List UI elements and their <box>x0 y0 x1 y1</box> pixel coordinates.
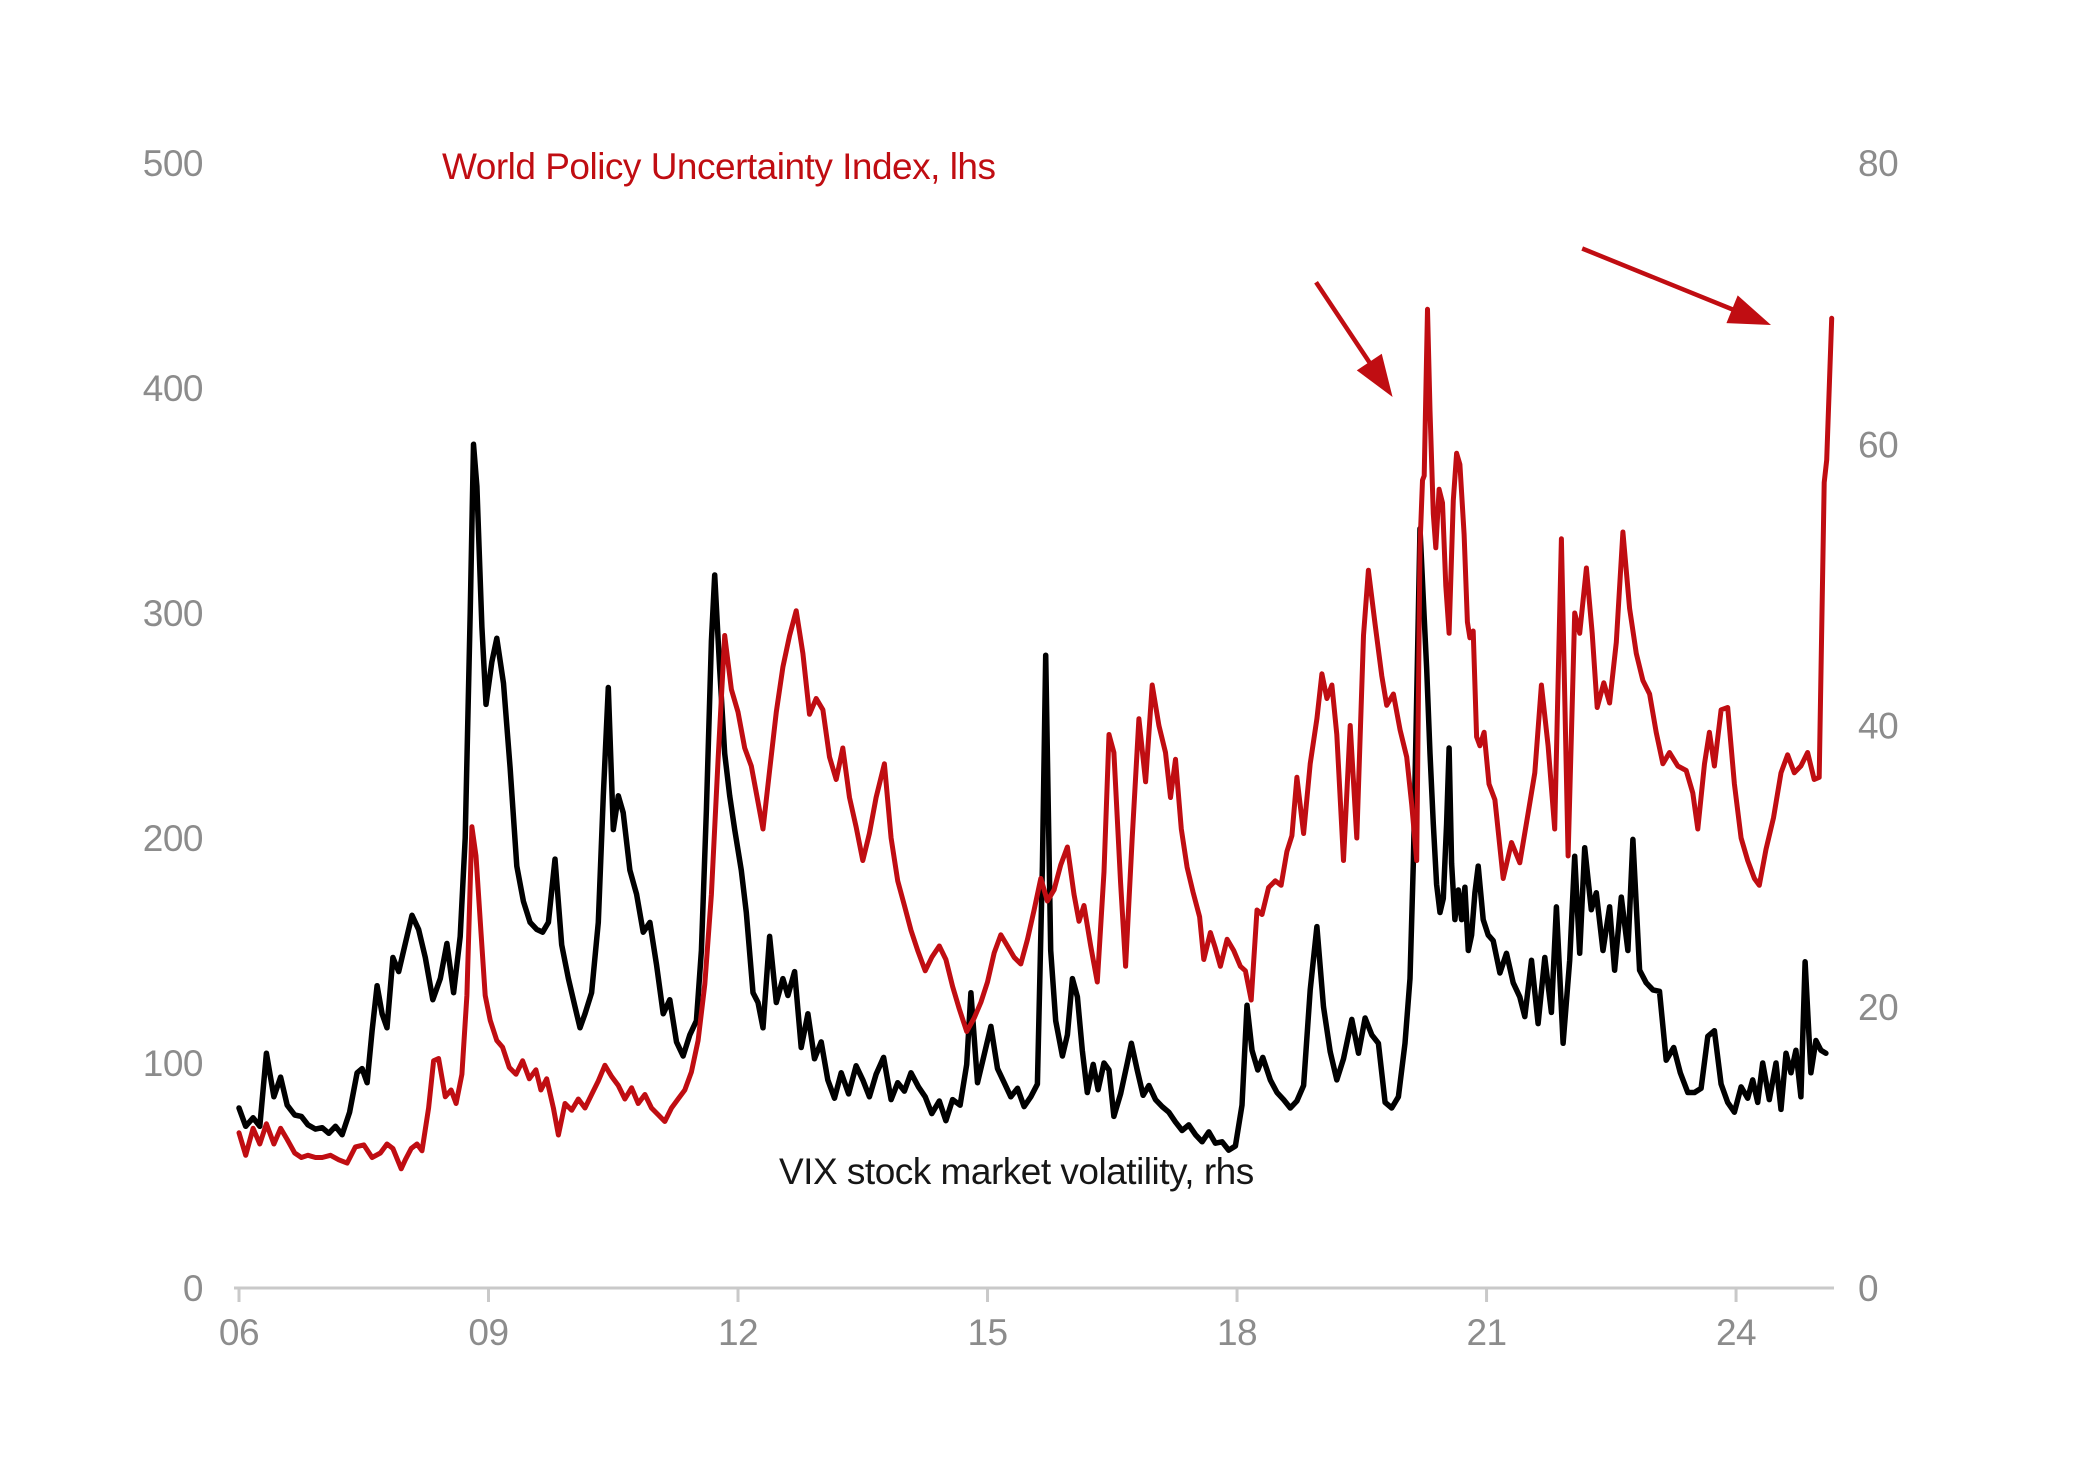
right-axis-tick-label: 0 <box>1858 1268 1878 1309</box>
annotation-arrows <box>1314 246 1771 397</box>
y-axis-right-labels: 80 60 40 20 0 <box>1858 143 1899 1309</box>
x-tick-label: 18 <box>1217 1312 1257 1353</box>
left-axis-tick-label: 400 <box>143 368 203 409</box>
left-axis-tick-label: 300 <box>143 593 203 634</box>
x-tick-label: 15 <box>967 1312 1007 1353</box>
right-axis-tick-label: 60 <box>1858 424 1898 465</box>
y-axis-left-labels: 500 400 300 200 100 0 <box>143 143 204 1309</box>
arrow-head-icon <box>1356 353 1393 397</box>
vix-line-series <box>236 441 1829 1153</box>
x-tick-label: 06 <box>219 1312 259 1353</box>
chart-title: World Policy Uncertainty Index, lhs <box>442 146 996 187</box>
x-tick-label: 21 <box>1466 1312 1506 1353</box>
x-tick-label: 12 <box>718 1312 758 1353</box>
left-axis-tick-label: 200 <box>143 818 203 859</box>
wpui-line-series <box>236 306 1835 1172</box>
x-tick-label: 09 <box>468 1312 508 1353</box>
arrow-shaft <box>1314 281 1379 375</box>
x-axis-ticks <box>237 1288 1738 1302</box>
left-axis-tick-label: 500 <box>143 143 203 184</box>
right-axis-tick-label: 20 <box>1858 987 1898 1028</box>
left-axis-tick-label: 100 <box>143 1043 203 1084</box>
arrow-shaft <box>1581 246 1746 317</box>
arrow-head-icon <box>1726 295 1771 325</box>
x-tick-label: 24 <box>1716 1312 1756 1353</box>
left-axis-tick-label: 0 <box>183 1268 203 1309</box>
vix-series-label: VIX stock market volatility, rhs <box>779 1151 1254 1192</box>
x-axis-labels: 06 09 12 15 18 21 24 <box>219 1312 1757 1353</box>
right-axis-tick-label: 80 <box>1858 143 1898 184</box>
right-axis-tick-label: 40 <box>1858 706 1898 747</box>
